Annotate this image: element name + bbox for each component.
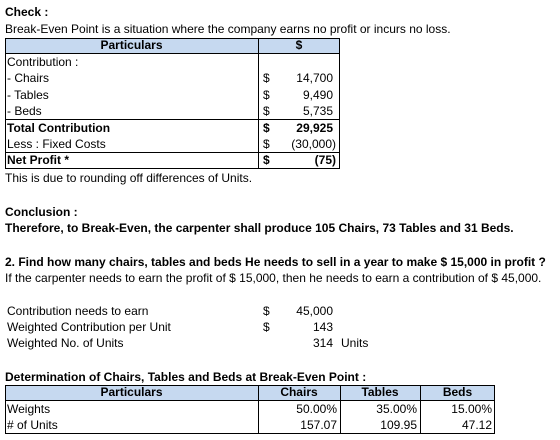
amount: (30,000) [291, 137, 336, 151]
column-line [420, 385, 421, 434]
row-label: Weights [7, 402, 51, 416]
currency: $ [263, 153, 270, 167]
unit: Units [341, 336, 369, 350]
amount: 29,925 [296, 121, 333, 135]
row-label: - Chairs [7, 71, 50, 85]
check-text: Break-Even Point is a situation where th… [5, 22, 451, 36]
header-cell: $ [295, 38, 303, 52]
header-cell: Particulars [100, 385, 163, 399]
currency: $ [263, 320, 270, 334]
amount: 45,000 [296, 304, 333, 318]
row-line [5, 152, 340, 153]
amount: 9,490 [302, 88, 333, 102]
row-label: Contribution : [7, 55, 79, 69]
amount: 14,700 [296, 71, 333, 85]
row-label: Net Profit * [7, 153, 70, 167]
table-header-bg [5, 38, 340, 53]
currency: $ [263, 104, 270, 118]
amount: 5,735 [302, 104, 333, 118]
cell: 109.95 [380, 418, 417, 432]
table-header-bg [5, 385, 495, 400]
row-label: - Beds [7, 104, 42, 118]
row-line [5, 400, 495, 401]
table-border [5, 38, 340, 169]
note: This is due to rounding off differences … [5, 171, 253, 185]
calc-label: Weighted Contribution per Unit [7, 320, 171, 334]
header-cell: Particulars [100, 38, 163, 52]
row-label: Less : Fixed Costs [7, 137, 106, 151]
currency: $ [263, 304, 270, 318]
header-cell: Beds [442, 385, 473, 399]
check-title: Check : [5, 5, 49, 19]
cell: 47.12 [461, 418, 492, 432]
row-label: Total Contribution [7, 121, 111, 135]
amount: 314 [312, 336, 333, 350]
conclusion-text: Therefore, to Break-Even, the carpenter … [5, 221, 514, 235]
currency: $ [263, 71, 270, 85]
cell: 50.00% [296, 402, 337, 416]
row-label: # of Units [7, 418, 58, 432]
currency: $ [263, 137, 270, 151]
column-line [258, 385, 259, 434]
column-line [340, 385, 341, 434]
header-cell: Chairs [280, 385, 318, 399]
amount: (75) [314, 153, 336, 167]
calc-label: Contribution needs to earn [7, 304, 149, 318]
column-line [258, 38, 259, 169]
currency: $ [263, 88, 270, 102]
currency: $ [263, 121, 270, 135]
cell: 35.00% [376, 402, 417, 416]
table-title: Determination of Chairs, Tables and Beds… [5, 370, 367, 384]
amount: 143 [312, 320, 333, 334]
question-title: 2. Find how many chairs, tables and beds… [5, 255, 546, 269]
row-line [5, 119, 340, 120]
cell: 157.07 [300, 418, 337, 432]
conclusion-title: Conclusion : [5, 205, 78, 219]
cell: 15.00% [451, 402, 492, 416]
question-text: If the carpenter needs to earn the profi… [5, 271, 542, 285]
header-cell: Tables [361, 385, 399, 399]
row-label: - Tables [7, 88, 49, 102]
table-border [5, 385, 495, 434]
row-line [5, 53, 340, 54]
calc-label: Weighted No. of Units [7, 336, 124, 350]
